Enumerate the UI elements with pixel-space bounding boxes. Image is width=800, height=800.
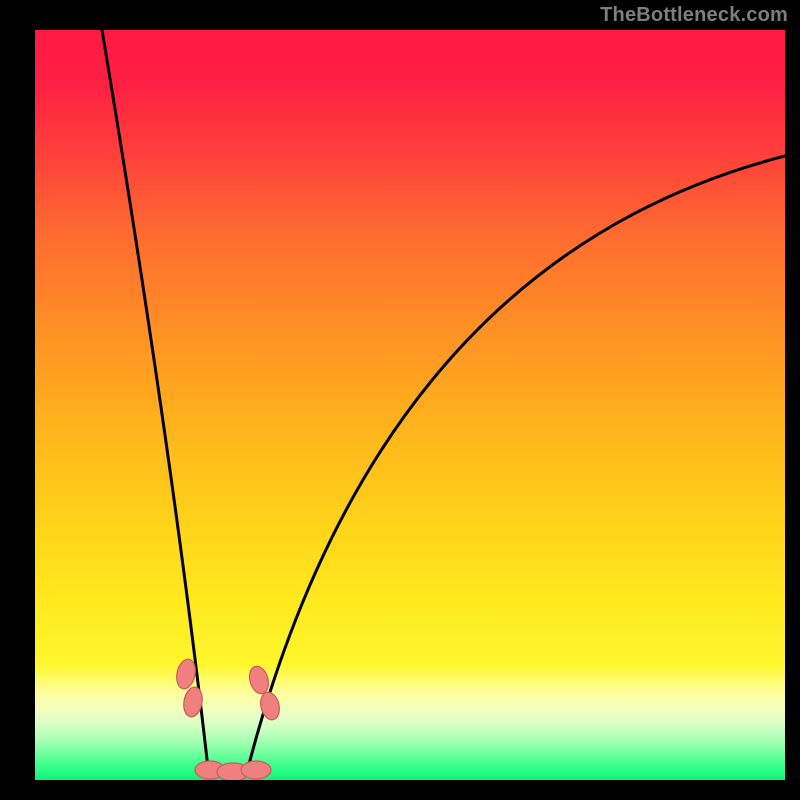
watermark-text: TheBottleneck.com [600, 4, 788, 27]
bottleneck-plot [0, 0, 800, 800]
plot-area-gradient [35, 30, 785, 780]
chart-canvas: TheBottleneck.com [0, 0, 800, 800]
curve-marker [241, 761, 271, 779]
